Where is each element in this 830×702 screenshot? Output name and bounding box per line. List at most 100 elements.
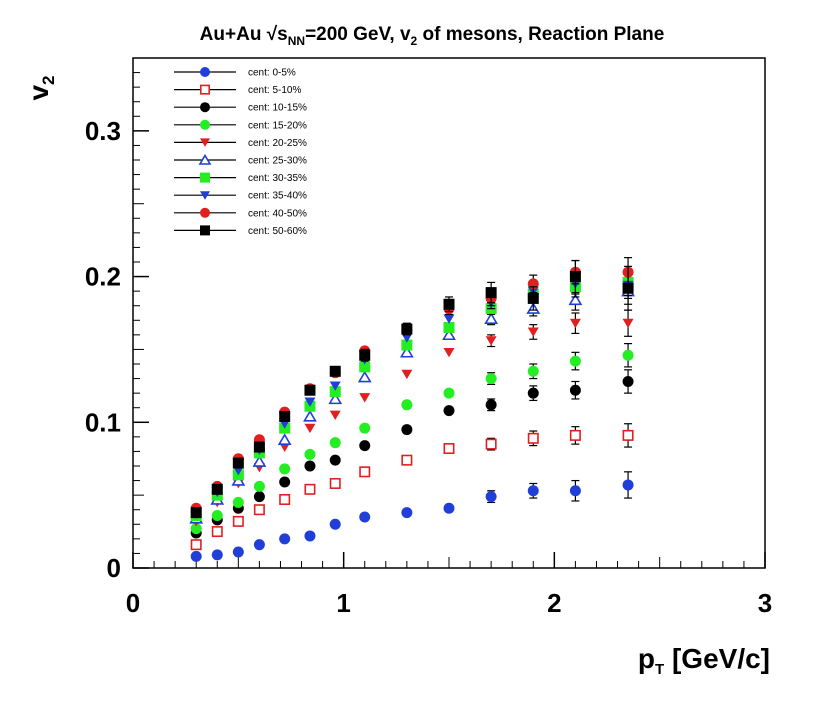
title-prefix: Au+Au (200, 24, 267, 45)
axis-ticks: 0 1 2 3 0 0.1 0.2 0.3 (85, 72, 772, 618)
legend-entry: cent: 20-25% (174, 138, 307, 149)
data-point (304, 397, 316, 407)
legend-label: cent: 5-10% (248, 85, 301, 96)
data-point (359, 422, 371, 434)
y-tick-label: 0.3 (85, 116, 121, 146)
y-axis-label-sub: 2 (39, 75, 58, 84)
series-4 (190, 309, 634, 527)
data-point (304, 483, 316, 495)
legend: cent: 0-5% cent: 5-10% cent: 10-15% cent: 1… (174, 67, 307, 237)
data-point (527, 327, 539, 337)
data-point (401, 454, 413, 466)
data-point (190, 539, 202, 551)
data-point (527, 365, 539, 377)
data-point (253, 491, 265, 503)
data-point (279, 442, 291, 453)
data-point (401, 369, 413, 380)
data-point (253, 539, 265, 551)
data-point (401, 507, 413, 519)
title-s: s (277, 24, 288, 45)
title-after-s: =200 GeV, v (305, 24, 411, 45)
legend-entry: cent: 25-30% (174, 153, 307, 167)
data-point (357, 370, 372, 383)
title-sqrt-symbol: √ (267, 24, 278, 45)
data-point (252, 455, 267, 467)
data-point (190, 507, 202, 519)
data-point (443, 387, 455, 399)
data-point (443, 322, 455, 334)
y-tick-label: 0.2 (85, 262, 121, 292)
data-point (569, 429, 581, 441)
data-point (442, 328, 456, 341)
data-point (485, 373, 497, 385)
data-point (569, 485, 581, 497)
data-point (329, 410, 341, 420)
data-point (211, 549, 223, 561)
data-point (485, 438, 497, 450)
legend-label: cent: 50-60% (248, 226, 307, 237)
legend-entry: cent: 10-15% (174, 102, 307, 114)
data-point (329, 437, 341, 449)
data-point (401, 339, 413, 351)
data-point (527, 485, 539, 497)
data-point (485, 287, 497, 299)
data-point (279, 463, 291, 475)
data-point (304, 423, 316, 434)
data-point (232, 515, 244, 527)
legend-marker (200, 191, 210, 200)
x-tick-label: 1 (336, 588, 350, 618)
data-point (304, 460, 316, 472)
x-tick-label: 2 (547, 588, 561, 618)
series-0 (190, 471, 634, 562)
legend-marker (200, 138, 210, 147)
data-point (359, 361, 371, 373)
legend-entry: cent: 40-50% (174, 207, 307, 219)
data-point (569, 384, 581, 396)
data-point (277, 433, 292, 445)
legend-label: cent: 35-40% (248, 191, 307, 202)
data-point (443, 405, 455, 417)
y-axis-label: v2 (23, 75, 58, 100)
data-point (359, 393, 371, 403)
x-tick-label: 3 (758, 588, 772, 618)
legend-marker (200, 67, 210, 77)
series-1 (190, 423, 634, 551)
data-point (569, 318, 581, 329)
data-point (569, 271, 581, 283)
data-point (211, 526, 223, 538)
data-point (485, 491, 497, 503)
data-point (527, 387, 539, 399)
data-point (190, 523, 202, 535)
legend-entry: cent: 30-35% (174, 172, 307, 184)
legend-label: cent: 0-5% (248, 68, 296, 79)
data-point (401, 399, 413, 411)
data-point (527, 292, 539, 304)
data-point (443, 314, 455, 324)
legend-marker (200, 102, 210, 113)
legend-entry: cent: 0-5% (174, 67, 296, 79)
data-point (303, 409, 317, 422)
data-point (329, 454, 341, 466)
data-point (329, 477, 341, 489)
data-point (569, 355, 581, 367)
data-point (443, 298, 455, 310)
data-point (211, 510, 223, 522)
series-8 (190, 257, 634, 514)
data-point (359, 466, 371, 478)
data-point (279, 494, 291, 506)
data-point (401, 323, 413, 335)
data-point (401, 424, 413, 436)
data-point (359, 349, 371, 361)
legend-label: cent: 30-35% (248, 173, 307, 184)
legend-marker (200, 119, 210, 130)
chart-title: Au+Au √sNN=200 GeV, v2 of mesons, Reacti… (200, 24, 665, 48)
data-point (232, 457, 244, 469)
title-s-subscript: NN (288, 34, 305, 48)
data-point (328, 392, 343, 405)
x-tick-label: 0 (126, 588, 140, 618)
legend-marker (200, 84, 211, 95)
y-axis-label-main: v (23, 85, 54, 101)
data-point (253, 441, 265, 453)
data-point (329, 365, 341, 377)
